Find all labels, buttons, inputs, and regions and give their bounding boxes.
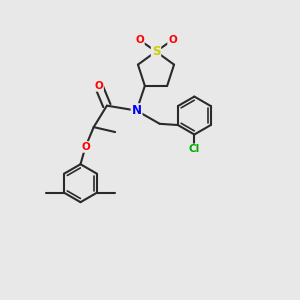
Text: O: O <box>81 142 90 152</box>
Text: O: O <box>168 35 177 45</box>
Text: Cl: Cl <box>189 144 200 154</box>
Text: O: O <box>135 35 144 45</box>
Text: O: O <box>94 81 103 91</box>
Text: S: S <box>152 45 160 58</box>
Text: N: N <box>132 104 142 117</box>
